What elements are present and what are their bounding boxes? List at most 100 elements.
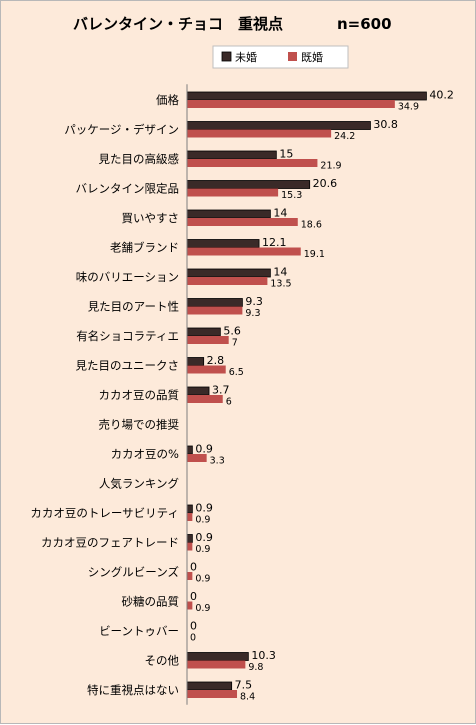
category-label: 売り場での推奨 xyxy=(99,418,180,432)
bar-unmarried xyxy=(186,121,371,130)
category-label: 砂糖の品質 xyxy=(122,595,180,609)
category-label: パッケージ・デザイン xyxy=(64,123,179,137)
bar-unmarried xyxy=(186,209,271,219)
bar-unmarried xyxy=(186,386,210,396)
plot-area: 価格 40.2 34.9 パッケージ・デザイン 30.8 24.2 見た目の高級感 15 21.… xyxy=(30,84,454,705)
bar-married xyxy=(187,660,246,669)
value-label-married: 6 xyxy=(226,397,232,408)
bar-unmarried xyxy=(186,327,221,337)
value-label-unmarried: 14 xyxy=(273,207,287,220)
bar-unmarried xyxy=(186,150,277,160)
category-label: バレンタイン限定品 xyxy=(76,182,180,196)
value-label-unmarried: 30.8 xyxy=(373,118,398,131)
value-label-unmarried: 0 xyxy=(190,620,197,633)
value-label-married: 0.9 xyxy=(195,603,210,614)
legend-swatch-married xyxy=(288,52,297,61)
category-label: 特に重視点はない xyxy=(87,683,179,697)
legend-swatch-unmarried xyxy=(221,51,232,62)
bar-unmarried xyxy=(186,504,193,514)
value-label-unmarried: 0.9 xyxy=(195,531,213,544)
category-label: カカオ豆の品質 xyxy=(99,388,180,402)
value-label-unmarried: 7.5 xyxy=(235,679,253,692)
value-label-unmarried: 9.3 xyxy=(245,295,262,308)
bar-unmarried xyxy=(186,298,243,307)
category-label: ビーントゥバー xyxy=(99,624,179,638)
value-label-married: 34.9 xyxy=(398,102,419,113)
category-label: 老舗ブランド xyxy=(110,241,179,255)
sample-size: n=600 xyxy=(337,15,392,33)
legend-label-married: 既婚 xyxy=(301,50,323,64)
value-label-married: 7 xyxy=(232,338,238,349)
bar-married xyxy=(187,277,268,285)
bar-married xyxy=(187,129,332,138)
category-label: その他 xyxy=(145,654,180,668)
bar-married xyxy=(187,513,193,521)
value-label-unmarried: 2.8 xyxy=(207,354,225,367)
value-label-unmarried: 10.3 xyxy=(251,649,276,662)
bar-married xyxy=(187,159,318,167)
bar-unmarried xyxy=(186,681,233,691)
value-label-married: 6.5 xyxy=(229,367,244,378)
value-label-married: 0 xyxy=(190,633,196,644)
value-label-unmarried: 0 xyxy=(190,590,197,603)
value-label-married: 21.9 xyxy=(320,161,341,172)
value-label-married: 24.2 xyxy=(334,131,355,142)
value-label-unmarried: 0 xyxy=(190,561,197,574)
bar-unmarried xyxy=(186,652,249,661)
bar-unmarried xyxy=(186,180,311,189)
value-label-married: 15.3 xyxy=(281,190,302,201)
value-label-unmarried: 5.6 xyxy=(223,325,241,338)
bar-married xyxy=(187,454,207,462)
bar-married xyxy=(187,306,243,315)
legend-box xyxy=(212,45,349,69)
category-label: カカオ豆のフェアトレード xyxy=(41,536,179,550)
value-label-unmarried: 0.9 xyxy=(195,502,213,515)
value-label-married: 13.5 xyxy=(270,279,291,290)
category-label: 見た目の高級感 xyxy=(99,152,180,166)
value-label-married: 9.8 xyxy=(248,662,263,673)
category-label: 見た目のユニークさ xyxy=(76,359,180,373)
legend: 未婚 既婚 xyxy=(212,45,349,69)
value-label-married: 8.4 xyxy=(240,692,255,703)
value-label-married: 3.3 xyxy=(210,456,225,467)
value-label-unmarried: 15 xyxy=(279,148,293,161)
bar-married xyxy=(187,247,301,256)
bar-unmarried xyxy=(186,239,260,248)
bar-unmarried xyxy=(186,91,427,101)
bar-unmarried xyxy=(186,357,205,366)
bar-unmarried xyxy=(186,268,271,278)
category-label: 買いやすさ xyxy=(122,211,180,225)
value-label-married: 18.6 xyxy=(301,220,322,231)
bar-married xyxy=(187,572,193,580)
value-label-married: 0.9 xyxy=(195,574,210,585)
bar-married xyxy=(187,395,223,403)
value-label-unmarried: 40.2 xyxy=(429,89,454,102)
value-label-unmarried: 12.1 xyxy=(262,236,287,249)
bar-married xyxy=(187,336,229,344)
bar-married xyxy=(187,601,193,610)
bar-married xyxy=(187,188,279,197)
category-label: 人気ランキング xyxy=(99,477,180,491)
bar-married xyxy=(187,690,238,698)
bar-married xyxy=(187,100,395,108)
category-label: シングルビーンズ xyxy=(88,565,179,579)
value-label-married: 19.1 xyxy=(304,249,325,260)
bar-unmarried xyxy=(186,534,193,543)
category-label: 見た目のアート性 xyxy=(88,300,179,314)
bar-married xyxy=(187,542,193,551)
value-label-married: 0.9 xyxy=(195,544,210,555)
value-label-unmarried: 3.7 xyxy=(212,384,230,397)
category-label: カカオ豆のトレーサビリティ xyxy=(30,506,179,520)
category-label: 味のバリエーション xyxy=(76,270,179,284)
value-label-married: 9.3 xyxy=(245,308,260,319)
category-label: 価格 xyxy=(156,93,179,107)
chart-title: バレンタイン・チョコ 重視点 xyxy=(73,15,283,33)
value-label-unmarried: 0.9 xyxy=(195,443,213,456)
bar-married xyxy=(187,218,298,226)
category-label: カカオ豆の% xyxy=(111,447,179,461)
value-label-unmarried: 20.6 xyxy=(313,177,338,190)
value-label-unmarried: 14 xyxy=(273,266,287,279)
value-label-married: 0.9 xyxy=(195,515,210,526)
